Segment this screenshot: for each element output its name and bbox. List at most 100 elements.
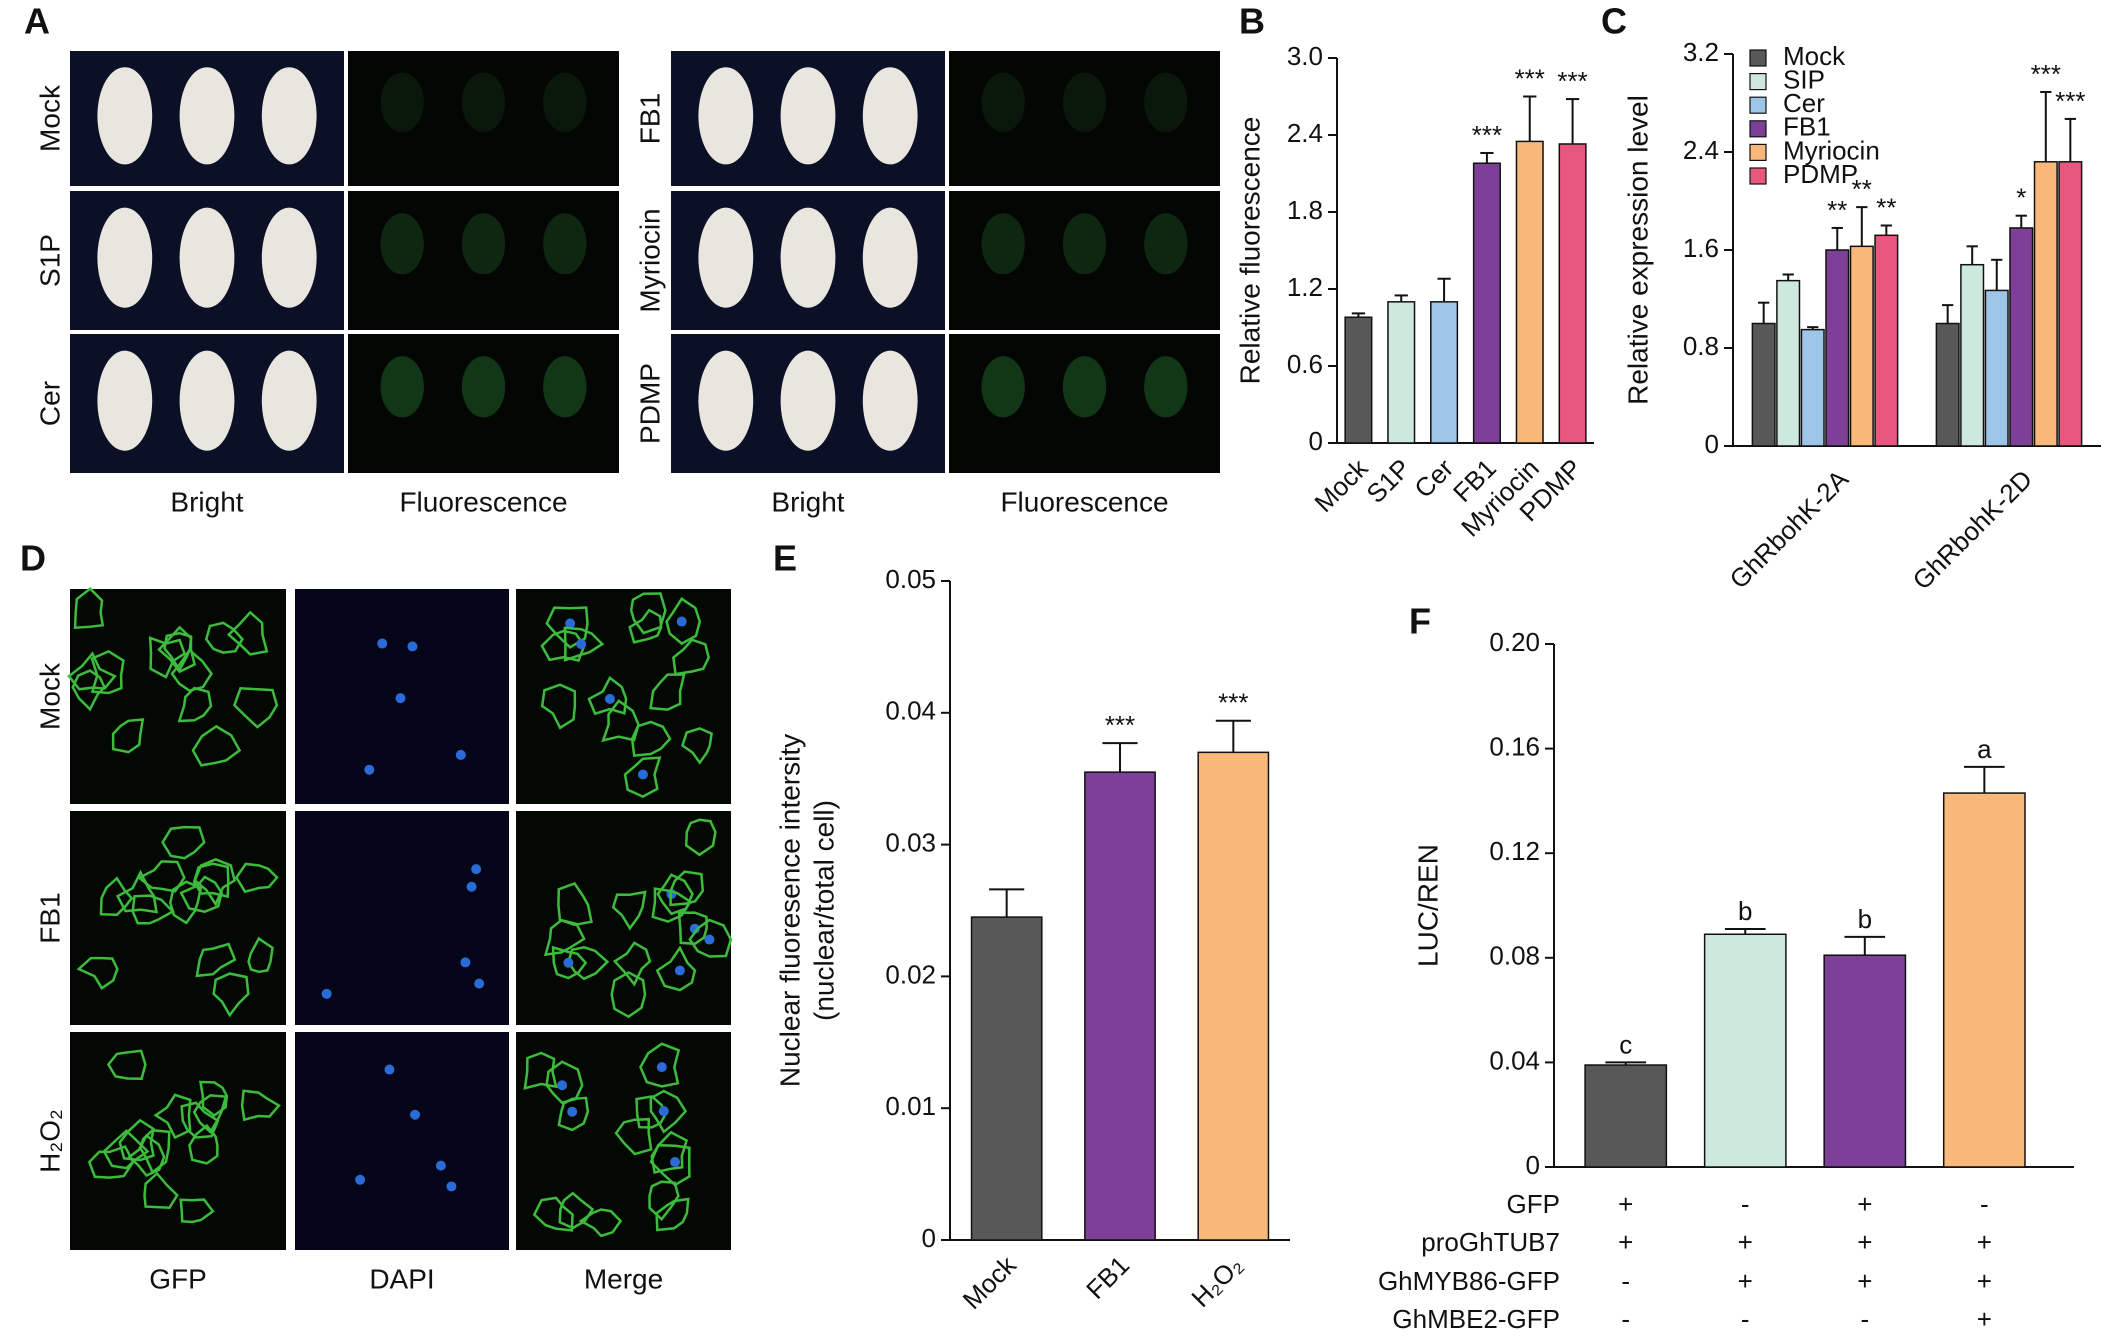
y-tick-label: 0 [1526, 1150, 1540, 1180]
significance-label: *** [1218, 688, 1248, 718]
cell-outline [99, 876, 134, 917]
legend-label: PDMP [1783, 159, 1858, 189]
cell-outline [650, 1130, 689, 1175]
significance-label: ** [1876, 192, 1896, 222]
x-tick-label: H₂O₂ [1185, 1250, 1248, 1313]
bar [1874, 234, 1899, 447]
condition-mark: + [1977, 1266, 1992, 1296]
ovule [97, 67, 153, 165]
panel-letter: F [1409, 601, 1431, 642]
cell-outline [532, 1196, 574, 1232]
cell-outline [177, 686, 213, 723]
y-tick-label: 0.02 [885, 959, 936, 989]
fluorescence-glow [461, 213, 506, 275]
photo [348, 51, 619, 186]
nucleus [674, 965, 685, 976]
micrograph [295, 811, 509, 1025]
column-label: DAPI [369, 1263, 434, 1294]
nucleus [604, 693, 615, 704]
cell-outline [557, 1096, 590, 1132]
cell-outline [106, 1049, 147, 1080]
y-tick-label: 1.6 [1683, 233, 1719, 263]
condition-label: GhMBE2-GFP [1392, 1304, 1560, 1334]
cell-outline [67, 651, 117, 691]
ovule [780, 67, 836, 165]
ovule [97, 350, 153, 451]
ovule [261, 67, 317, 165]
bar [970, 916, 1043, 1241]
cell-outline [127, 1133, 166, 1178]
cell-outline [523, 1051, 558, 1090]
y-axis-title: LUC/REN [1412, 844, 1443, 967]
cell-outline [148, 636, 187, 679]
photo [348, 191, 619, 330]
x-tick-label: Mock [957, 1249, 1023, 1315]
ovule [780, 350, 836, 451]
cell-outline [684, 818, 717, 857]
significance-label: b [1738, 896, 1752, 926]
cell-outline [170, 648, 214, 693]
cell-outline [655, 945, 697, 992]
ovule [862, 350, 918, 451]
panel-letter: C [1601, 1, 1627, 42]
bar [1942, 792, 2026, 1168]
bar [1084, 771, 1156, 1241]
bar [1558, 143, 1587, 444]
bar [2033, 161, 2058, 447]
y-tick-label: 0.8 [1683, 331, 1719, 361]
condition-mark: + [1618, 1227, 1633, 1257]
fluorescence-glow [1062, 72, 1107, 132]
nucleus [474, 978, 485, 989]
column-label: Bright [771, 486, 844, 517]
significance-label: *** [1472, 120, 1502, 150]
y-axis-title: Relative expression level [1622, 95, 1653, 405]
significance-label: ** [1852, 174, 1872, 204]
legend-swatch [1749, 120, 1767, 138]
bar [1776, 279, 1801, 447]
cell-outline [557, 881, 593, 927]
y-axis-title: Relative fluorescence [1234, 117, 1265, 385]
legend-swatch [1749, 167, 1767, 185]
panel-letter: A [24, 1, 50, 42]
row-label: H₂O₂ [34, 1109, 65, 1173]
cell-outline [192, 1094, 228, 1135]
significance-label: *** [1557, 66, 1587, 96]
row-label: Cer [34, 381, 65, 426]
nucleus [689, 923, 700, 934]
condition-mark: + [1857, 1189, 1872, 1219]
fluorescence-glow [981, 72, 1025, 132]
y-tick-label: 0.20 [1489, 627, 1540, 657]
x-tick-label: FB1 [1080, 1250, 1135, 1305]
y-tick-label: 0.6 [1287, 349, 1323, 379]
bar [1823, 954, 1907, 1168]
cell-outline [648, 1180, 680, 1222]
legend-swatch [1749, 96, 1767, 114]
fluorescence-glow [380, 356, 424, 418]
condition-mark: - [1741, 1304, 1750, 1334]
fluorescence-glow [380, 213, 424, 275]
cell-outline [153, 1093, 192, 1140]
significance-label: *** [2031, 59, 2061, 89]
cell-outline [143, 1171, 179, 1209]
cell-outline [688, 918, 733, 958]
significance-label: a [1977, 734, 1992, 764]
nucleus [407, 641, 418, 652]
condition-mark: - [1860, 1304, 1869, 1334]
nucleus [676, 616, 687, 627]
x-tick-label: S1P [1360, 453, 1416, 509]
cell-outline [76, 956, 119, 990]
nucleus [410, 1109, 421, 1120]
cell-outline [247, 936, 274, 974]
bar [1387, 301, 1416, 444]
legend-label: Cer [1783, 88, 1825, 118]
bar [1197, 751, 1270, 1241]
cell-outline [655, 1197, 690, 1232]
condition-mark: - [1621, 1266, 1630, 1296]
ovule [179, 207, 235, 308]
photo [949, 51, 1220, 186]
cell-outline [656, 873, 694, 916]
column-label: Merge [584, 1263, 663, 1294]
nucleus [364, 764, 375, 775]
nucleus [395, 693, 406, 704]
cell-outline [157, 625, 197, 674]
